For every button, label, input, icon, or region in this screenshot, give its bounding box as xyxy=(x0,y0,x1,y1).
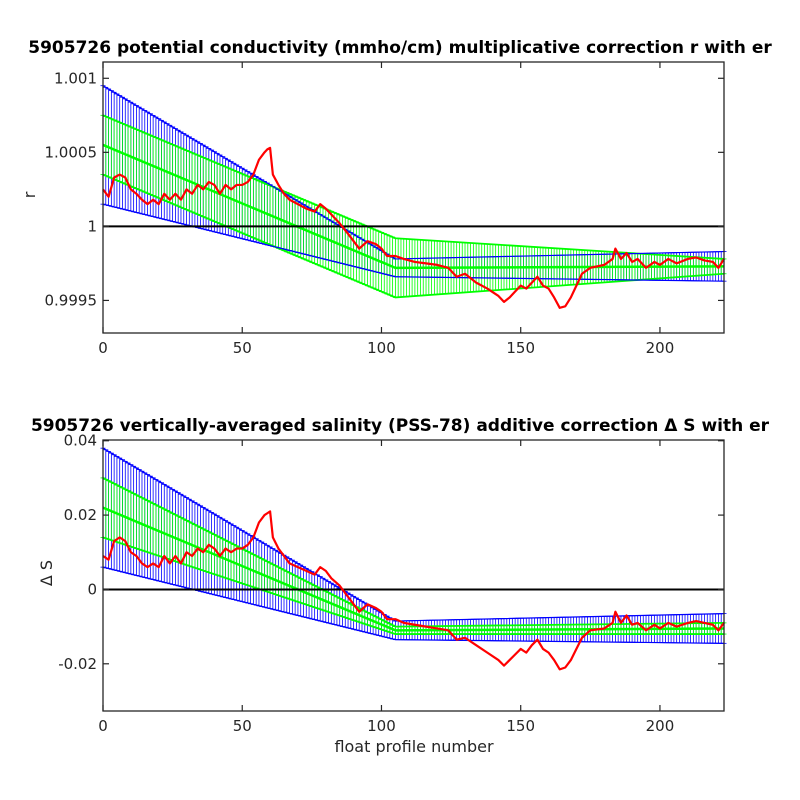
axes-box xyxy=(102,61,725,334)
x-tick-label: 100 xyxy=(367,339,396,357)
x-tick-label: 0 xyxy=(98,339,108,357)
y-tick-label: -0.02 xyxy=(58,655,97,673)
fit-lower-band xyxy=(102,536,724,635)
y-tick-label: 1.001 xyxy=(54,69,97,87)
plot-area: 0 50 100 150 200 0.9995 1 1.0005 1.001 xyxy=(45,61,727,357)
error-lower-envelope xyxy=(102,566,725,644)
x-tick-label: 200 xyxy=(646,339,675,357)
chart-title: 5905726 vertically-averaged salinity (PS… xyxy=(31,416,770,436)
inner-error-bars xyxy=(100,114,727,298)
y-tick-label: 0.04 xyxy=(64,432,97,450)
y-tick-label: 0.9995 xyxy=(45,291,98,309)
x-tick-label: 0 xyxy=(98,717,108,735)
x-tick-label: 50 xyxy=(233,339,252,357)
raw-correction-line xyxy=(102,146,725,309)
plot-area: 0 50 100 150 200 -0.02 0 0.02 0.04 xyxy=(58,432,727,735)
error-lower-envelope xyxy=(102,203,725,282)
y-tick-label: 0.02 xyxy=(64,506,97,524)
chart-title: 5905726 potential conductivity (mmho/cm)… xyxy=(28,38,772,58)
y-tick-label: 0 xyxy=(87,580,97,598)
x-axis-label: float profile number xyxy=(334,737,494,756)
fit-upper-band xyxy=(102,477,725,628)
axes-box xyxy=(102,439,725,712)
error-upper-envelope xyxy=(102,447,725,622)
fit-lower-band xyxy=(102,173,725,299)
x-tick-label: 200 xyxy=(646,717,675,735)
x-tick-label: 150 xyxy=(506,717,535,735)
y-tick-label: 1.0005 xyxy=(45,143,98,161)
fit-line xyxy=(102,143,725,270)
y-tick-label: 1 xyxy=(87,217,97,235)
y-axis-label: Δ S xyxy=(37,560,56,586)
x-tick-label: 100 xyxy=(367,717,396,735)
inner-error-bars xyxy=(100,477,727,635)
fit-line xyxy=(102,506,725,632)
salinity-correction-panel: 5905726 vertically-averaged salinity (PS… xyxy=(31,416,770,756)
error-upper-envelope xyxy=(102,85,725,260)
conductivity-correction-panel: 5905726 potential conductivity (mmho/cm)… xyxy=(20,38,772,357)
x-tick-label: 150 xyxy=(506,339,535,357)
y-axis-label: r xyxy=(20,191,39,198)
x-tick-label: 50 xyxy=(233,717,252,735)
raw-correction-line xyxy=(102,510,725,671)
